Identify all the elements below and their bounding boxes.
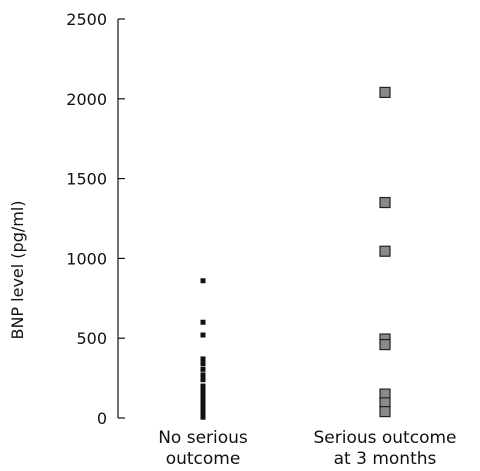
data-point bbox=[379, 86, 391, 99]
data-point bbox=[200, 414, 206, 420]
data-point bbox=[379, 338, 391, 351]
y-tick-label: 1000 bbox=[66, 249, 107, 268]
data-point bbox=[200, 278, 206, 284]
category-label: outcome bbox=[166, 449, 241, 469]
data-point bbox=[200, 393, 206, 399]
category-label: No serious bbox=[158, 428, 248, 448]
data-point bbox=[200, 372, 206, 378]
data-point bbox=[200, 366, 206, 372]
y-axis bbox=[117, 18, 125, 419]
y-tick-label: 1500 bbox=[66, 170, 107, 189]
data-point bbox=[379, 245, 391, 257]
y-tick-label: 2000 bbox=[66, 90, 107, 109]
data-point bbox=[200, 385, 206, 391]
data-points bbox=[200, 86, 391, 420]
data-point bbox=[200, 389, 206, 395]
data-point bbox=[200, 356, 206, 362]
data-point bbox=[379, 196, 391, 209]
data-point bbox=[200, 319, 206, 325]
category-label: at 3 months bbox=[334, 449, 437, 469]
y-tick-label: 500 bbox=[76, 329, 107, 348]
y-tick-labels: 0 500 1000 1500 2000 2500 bbox=[66, 10, 107, 428]
data-point bbox=[200, 377, 206, 383]
data-point bbox=[379, 406, 391, 418]
y-tick-label: 0 bbox=[97, 409, 107, 428]
data-point bbox=[200, 396, 206, 402]
data-point bbox=[200, 332, 206, 338]
data-point bbox=[200, 361, 206, 367]
y-axis-title: BNP level (pg/ml) bbox=[8, 200, 27, 339]
category-label: Serious outcome bbox=[313, 428, 456, 448]
y-tick-label: 2500 bbox=[66, 10, 107, 29]
